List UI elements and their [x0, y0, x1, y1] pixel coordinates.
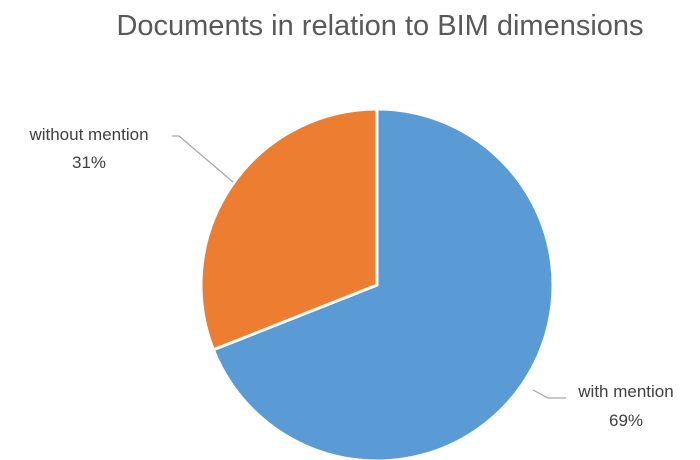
slice-value-with-mention: 69%: [609, 411, 643, 430]
labels-layer: with mention 69% without mention 31%: [28, 125, 673, 430]
pie-slice-with-mention: [211, 107, 555, 460]
leader-line-without-mention: [172, 135, 234, 183]
leader-line-with-mention: [532, 389, 566, 399]
slice-label-without-mention: without mention: [28, 125, 148, 144]
pie-slice-without-mention: [199, 107, 379, 352]
leaders-layer: [172, 135, 566, 399]
slices-layer: [199, 107, 555, 460]
slice-label-with-mention: with mention: [577, 382, 673, 401]
slice-value-without-mention: 31%: [72, 153, 106, 172]
chart-title: Documents in relation to BIM dimensions: [116, 10, 644, 42]
